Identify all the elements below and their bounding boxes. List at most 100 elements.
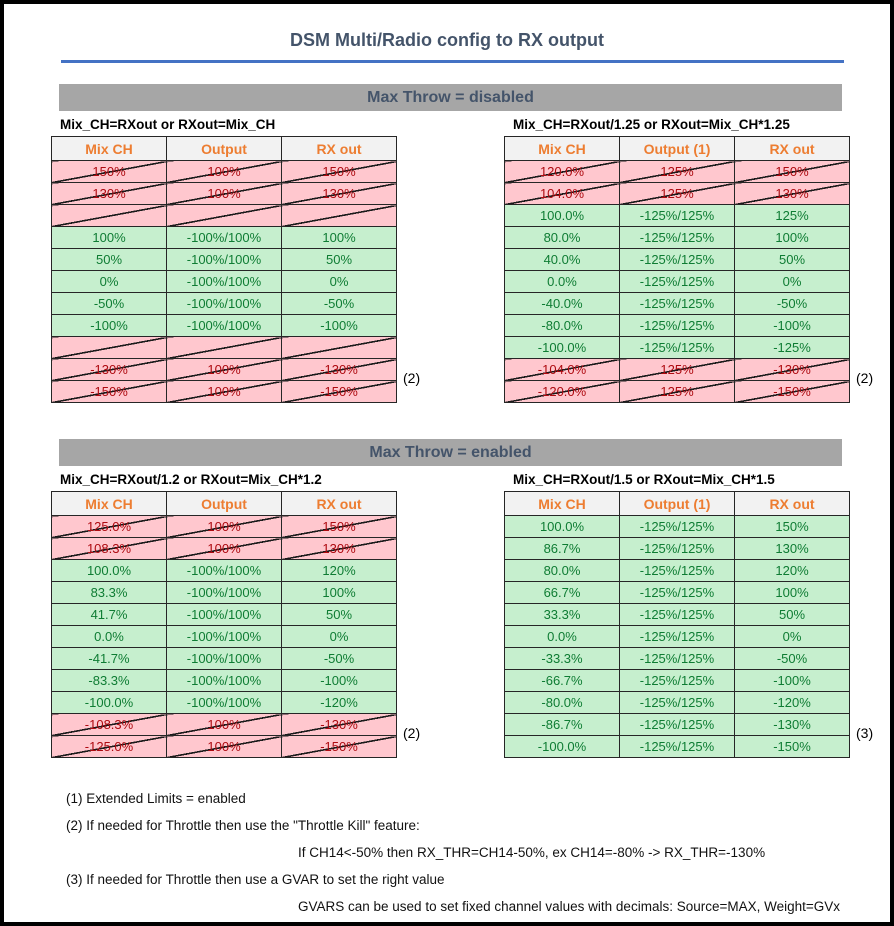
table-cell: 0.0%	[504, 270, 620, 293]
table-cell: 150%	[281, 515, 397, 538]
table-row: 83.3% -100%/100% 100%	[51, 581, 397, 604]
table-row: -80.0% -125%/125% -100%	[504, 314, 850, 337]
table-wrap: Mix CH Output (1) RX out 100.0% -125%/125% 15…	[504, 491, 873, 758]
footnote-ref: (2)	[856, 370, 874, 386]
table-cell: 0%	[281, 625, 397, 648]
table-row: 100% -100%/100% 100%	[51, 226, 397, 249]
table-row: -100.0% -125%/125% -125%	[504, 336, 850, 359]
header-row: Mix CH Output (1) RX out	[504, 491, 850, 516]
table-cell: 100.0%	[504, 204, 620, 227]
table-row: 0.0% -125%/125% 0%	[504, 625, 850, 648]
footnote-ref: (3)	[856, 725, 874, 741]
footnote-line: If CH14<-50% then RX_THR=CH14-50%, ex CH…	[298, 845, 766, 860]
table-cell: -125%/125%	[619, 537, 735, 560]
table-cell: -100%/100%	[166, 625, 282, 648]
table-cell: -100%	[51, 314, 167, 337]
table-caption: Mix_CH=RXout or RXout=Mix_CH	[60, 117, 276, 132]
footnote-line: (2) If needed for Throttle then use the …	[66, 818, 420, 833]
footnote-line: (1) Extended Limits = enabled	[66, 791, 246, 806]
table-row: 33.3% -125%/125% 50%	[504, 603, 850, 626]
table-cell: 80.0%	[504, 226, 620, 249]
table-cell: -100%/100%	[166, 226, 282, 249]
table-cell: -150%	[281, 380, 397, 403]
table-cell: 0%	[734, 270, 850, 293]
table-cell: -125%/125%	[619, 314, 735, 337]
table-cell: -100%/100%	[166, 314, 282, 337]
table-row: -150% 100% -150%	[51, 380, 397, 403]
table-cell: 100%	[166, 358, 282, 381]
table-cell: -100%/100%	[166, 559, 282, 582]
table-row: -40.0% -125%/125% -50%	[504, 292, 850, 315]
column-header: RX out	[734, 491, 850, 516]
table-cell: 125%	[619, 182, 735, 205]
table-cell: -150%	[734, 380, 850, 403]
table-cell: -125%/125%	[619, 336, 735, 359]
table-cell: 83.3%	[51, 581, 167, 604]
table-cell: -150%	[51, 380, 167, 403]
table-cell: -100%	[281, 314, 397, 337]
table-row: 104.0% 125% 130%	[504, 182, 850, 205]
column-header: Output	[166, 491, 282, 516]
table-cell: -100.0%	[504, 336, 620, 359]
table-cell: -50%	[734, 292, 850, 315]
table-row: 0.0% -125%/125% 0%	[504, 270, 850, 293]
table-row: -41.7% -100%/100% -50%	[51, 647, 397, 670]
table-cell: -100.0%	[504, 735, 620, 758]
table-cell: 100%	[166, 515, 282, 538]
table-cell: -50%	[281, 292, 397, 315]
table-cell: 100%	[734, 226, 850, 249]
table-cell: -150%	[281, 735, 397, 758]
section-banner: Max Throw = enabled	[59, 439, 842, 466]
table-cell: 0.0%	[504, 625, 620, 648]
table-cell	[281, 336, 397, 359]
table-cell: 100%	[281, 226, 397, 249]
table-cell: 130%	[281, 537, 397, 560]
table-row: 41.7% -100%/100% 50%	[51, 603, 397, 626]
table-cell: 125%	[619, 358, 735, 381]
table-cell: 100%	[166, 160, 282, 183]
header-row: Mix CH Output (1) RX out	[504, 136, 850, 161]
column-header: Mix CH	[51, 136, 167, 161]
table-cell: -125.0%	[51, 735, 167, 758]
table-block: Mix_CH=RXout/1.25 or RXout=Mix_CH*1.25 Mi…	[504, 114, 873, 403]
table-cell: -83.3%	[51, 669, 167, 692]
table-cell	[166, 204, 282, 227]
table-row: -125.0% 100% -150%	[51, 735, 397, 758]
table-cell: -130%	[281, 713, 397, 736]
table-row: 0% -100%/100% 0%	[51, 270, 397, 293]
table-row: -100% -100%/100% -100%	[51, 314, 397, 337]
column-header: Output (1)	[619, 136, 735, 161]
section-max-throw-disabled: Max Throw = disabled Mix_CH=RXout or RXo…	[51, 84, 873, 403]
table-cell: 108.3%	[51, 537, 167, 560]
table-caption: Mix_CH=RXout/1.5 or RXout=Mix_CH*1.5	[513, 472, 775, 487]
table-row: -83.3% -100%/100% -100%	[51, 669, 397, 692]
table-cell: 125%	[734, 204, 850, 227]
column-header: RX out	[281, 136, 397, 161]
table-cell: -80.0%	[504, 691, 620, 714]
table-cell: 50%	[734, 603, 850, 626]
table-cell: 150%	[734, 515, 850, 538]
table-row: 125.0% 100% 150%	[51, 515, 397, 538]
table-cell: 130%	[734, 182, 850, 205]
table-cell: 100%	[166, 537, 282, 560]
table-row	[51, 336, 397, 359]
table-row: -104.0% 125% -130%	[504, 358, 850, 381]
table-cell: 100%	[734, 581, 850, 604]
table-cell: 50%	[281, 603, 397, 626]
table-cell: 125%	[619, 380, 735, 403]
table-row: -80.0% -125%/125% -120%	[504, 691, 850, 714]
table-row: 130% 100% 130%	[51, 182, 397, 205]
table-cell: 100%	[166, 735, 282, 758]
table-row: -50% -100%/100% -50%	[51, 292, 397, 315]
table-block: Mix_CH=RXout/1.2 or RXout=Mix_CH*1.2 Mix …	[51, 469, 420, 758]
config-table: Mix CH Output RX out 125.0% 100% 150% 108.3% 10…	[51, 491, 397, 758]
table-cell: -41.7%	[51, 647, 167, 670]
table-cell: -120%	[281, 691, 397, 714]
table-cell: -130%	[51, 358, 167, 381]
table-cell: 100.0%	[504, 515, 620, 538]
table-cell: -100.0%	[51, 691, 167, 714]
footnote-line: GVARS can be used to set fixed channel v…	[298, 899, 841, 914]
table-cell: -125%/125%	[619, 292, 735, 315]
table-cell: -125%/125%	[619, 270, 735, 293]
